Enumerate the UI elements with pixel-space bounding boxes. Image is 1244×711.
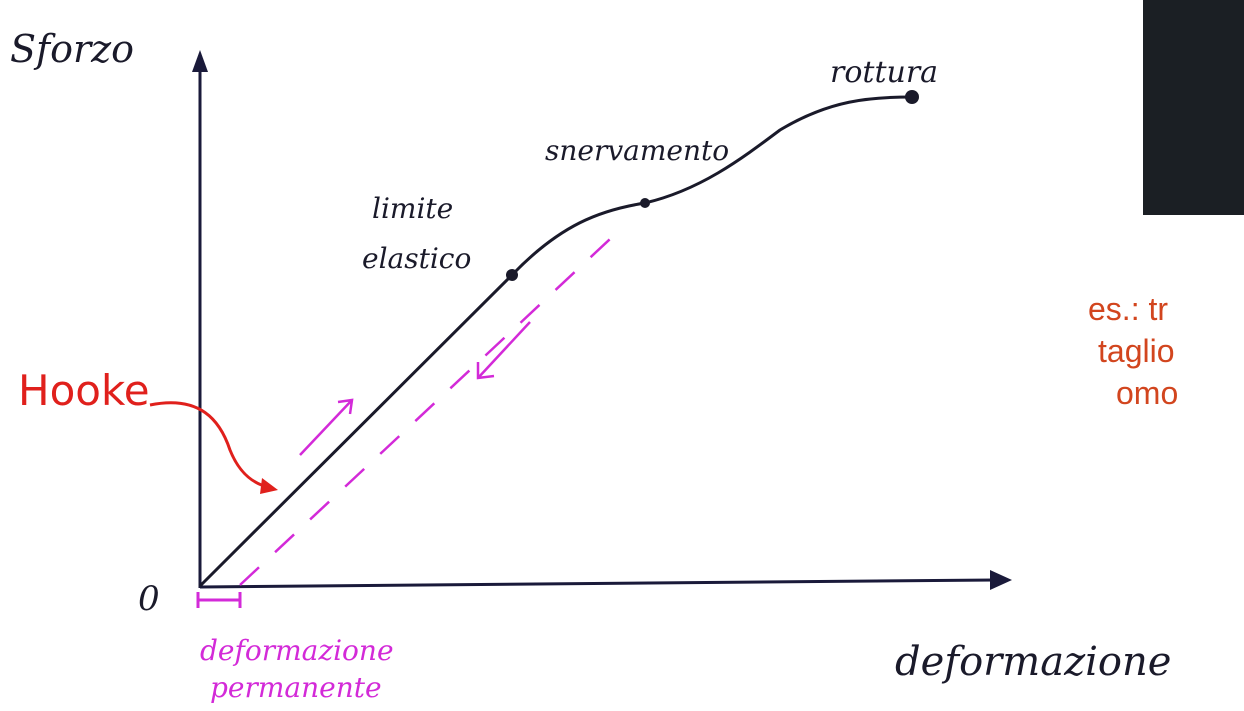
hooke-arrowhead (260, 478, 278, 494)
unloading-line (239, 224, 626, 586)
hooke-arrow (149, 401, 273, 490)
stress-strain-curve (198, 95, 913, 588)
loading-arrow (299, 398, 354, 456)
elastic-limit-point (506, 269, 518, 281)
hooke-label: Hooke (18, 366, 150, 415)
photo (1143, 0, 1244, 215)
permanent-label: permanente (210, 671, 382, 704)
side-note: es.: tr (1088, 291, 1168, 327)
x-label: deformazione (895, 639, 1171, 685)
permanent-label: deformazione (200, 634, 394, 667)
elastic-limit-label: limite (372, 192, 453, 225)
side-note: taglio (1098, 333, 1175, 369)
origin-label: 0 (138, 579, 160, 619)
unloading-arrow (476, 321, 531, 380)
y-arrow (192, 50, 208, 72)
rupture-point (905, 90, 919, 104)
yield-point (640, 198, 650, 208)
elastic-limit-label: elastico (362, 242, 471, 275)
y-label: Sforzo (10, 27, 134, 71)
x-axis (199, 578, 996, 589)
permanent-bracket (196, 592, 242, 608)
x-arrow (990, 570, 1012, 590)
yield-label: snervamento (545, 134, 729, 167)
side-note: omo (1116, 375, 1178, 411)
rupture-label: rottura (830, 55, 938, 90)
